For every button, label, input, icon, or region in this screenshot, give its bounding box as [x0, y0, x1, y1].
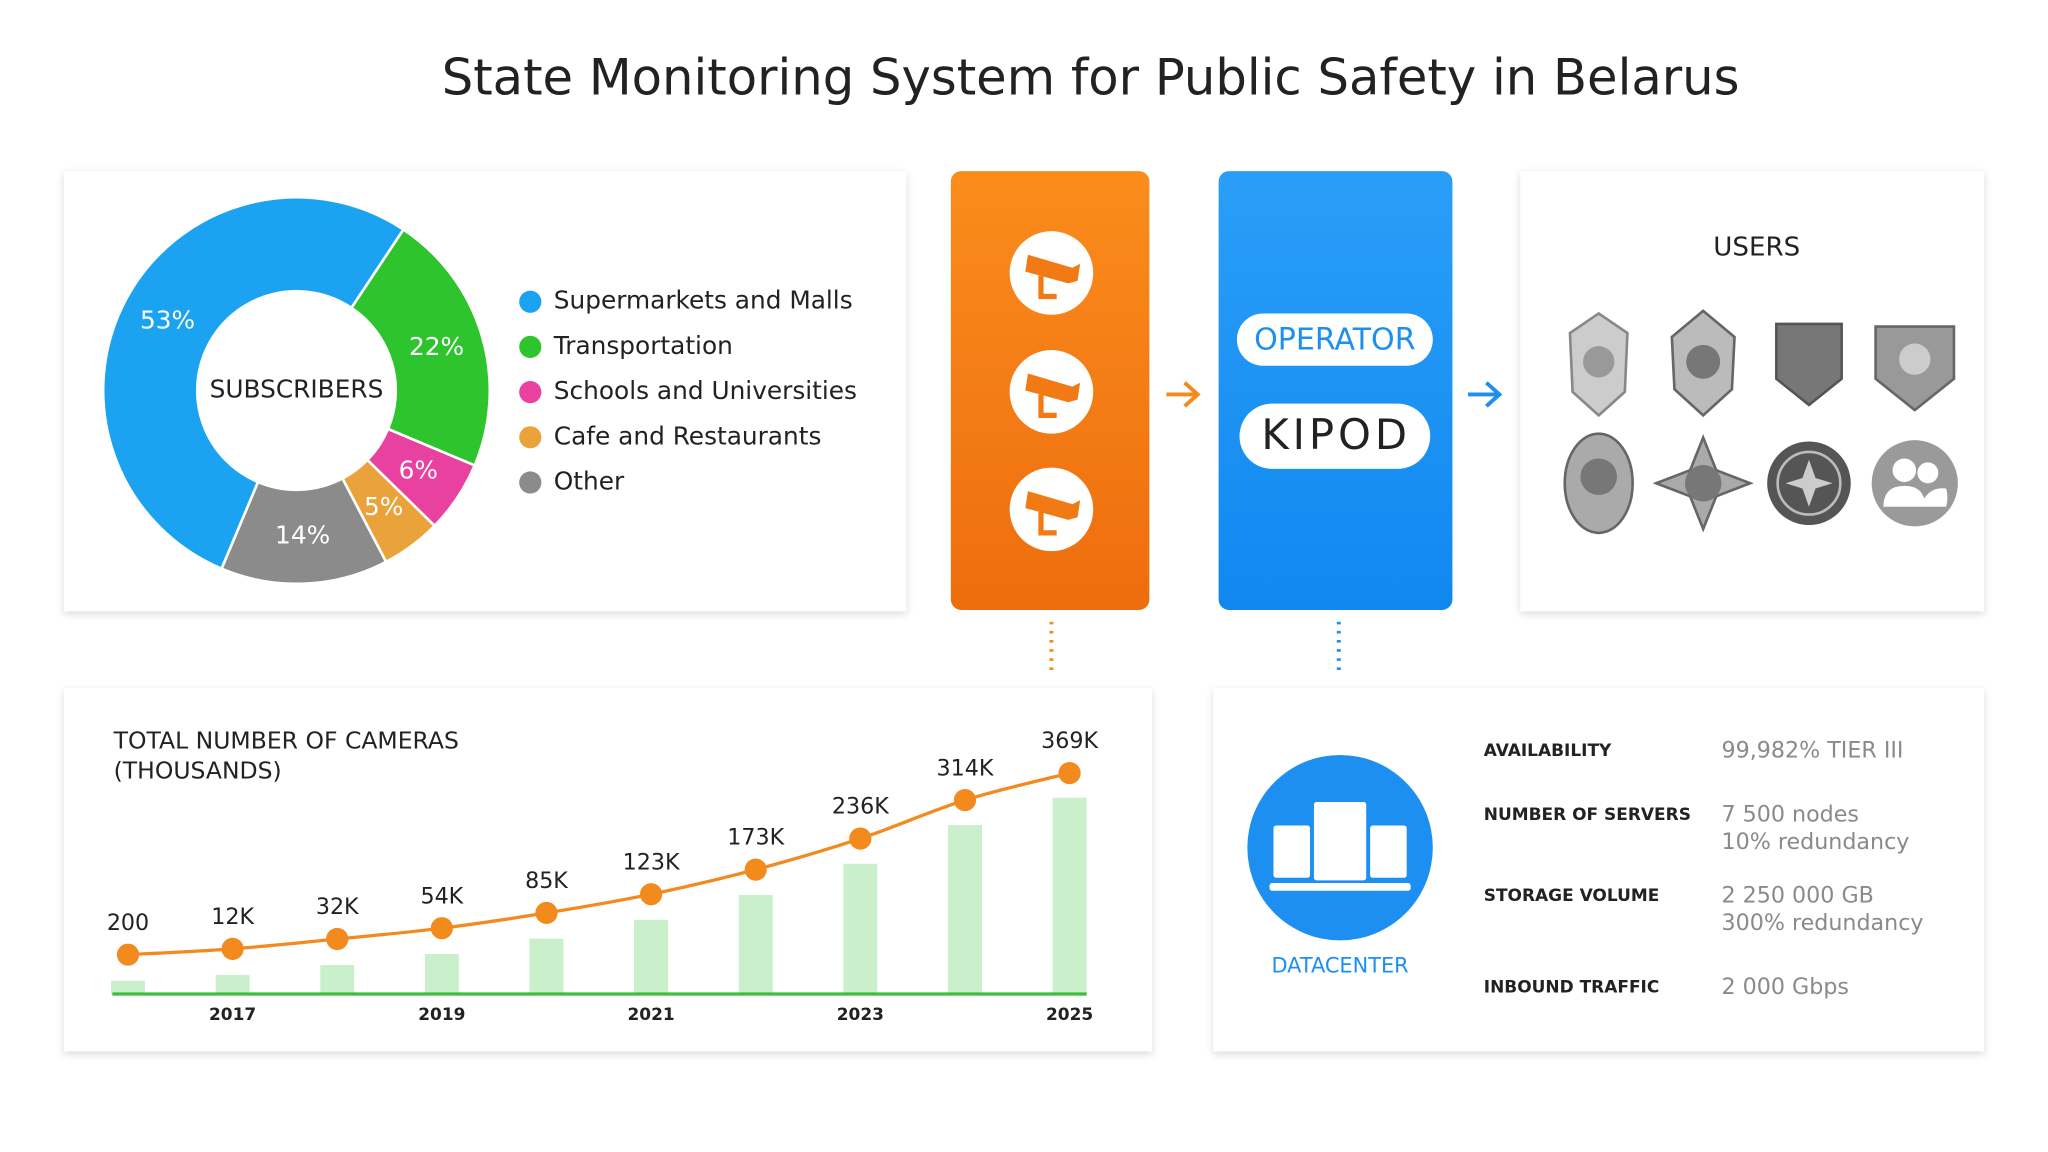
spec-label: STORAGE VOLUME [1484, 886, 1660, 906]
point [953, 789, 977, 812]
bar [529, 938, 564, 994]
point [535, 901, 558, 925]
data-label: 32K [316, 894, 360, 920]
legend-label: Other [554, 466, 625, 495]
point [744, 858, 767, 881]
point [326, 927, 349, 951]
bar [947, 825, 982, 994]
spec-value: 99,982% TIER III [1721, 738, 1903, 764]
donut-segment [349, 227, 492, 468]
logo-pill [1239, 403, 1431, 469]
data-label: 123K [623, 849, 681, 875]
bar [111, 980, 145, 994]
bar [843, 863, 878, 994]
data-label: 200 [107, 910, 149, 936]
spec-label: AVAILABILITY [1484, 741, 1612, 761]
page-title: State Monitoring System for Public Safet… [442, 48, 1740, 106]
operator-panel [1218, 171, 1453, 610]
data-label: 236K [832, 794, 890, 820]
legend-label: Transportation [553, 331, 733, 360]
bar [320, 965, 355, 994]
legend-label: Schools and Universities [554, 376, 857, 405]
spec-label: NUMBER OF SERVERS [1484, 805, 1691, 825]
spec-label: INBOUND TRAFFIC [1484, 977, 1660, 997]
data-label: 85K [525, 868, 569, 894]
legend-swatch [519, 335, 542, 359]
point [221, 937, 244, 960]
data-label: 369K [1041, 728, 1099, 754]
bar [215, 974, 250, 994]
bar [1052, 797, 1087, 994]
bar [424, 954, 459, 994]
data-label: 14% [275, 521, 330, 550]
donut-segment [219, 476, 388, 586]
data-label: 22% [409, 332, 464, 361]
camera-icon [1010, 231, 1094, 315]
x-tick-label: 2025 [1046, 1005, 1093, 1025]
legend-swatch [519, 471, 542, 494]
chart-title: (THOUSANDS) [114, 756, 282, 784]
data-label: 53% [140, 305, 195, 334]
center-label: SUBSCRIBERS [210, 375, 384, 404]
legend-swatch [519, 380, 542, 404]
x-tick-label: 2021 [627, 1005, 674, 1025]
spec-value: 2 250 000 GB [1721, 883, 1873, 909]
data-label: 6% [399, 455, 438, 484]
donut-segment [101, 195, 406, 571]
point [116, 943, 140, 966]
data-label: 5% [364, 492, 403, 521]
server-icon [1269, 801, 1411, 891]
data-label: 314K [937, 755, 995, 781]
point [430, 917, 453, 940]
arrow [1166, 381, 1201, 408]
legend-swatch [519, 290, 542, 313]
point [1058, 761, 1081, 785]
spec-value: 300% redundancy [1721, 910, 1923, 936]
bar [634, 919, 669, 994]
arrow [1468, 381, 1503, 408]
spec-value: 7 500 nodes [1721, 802, 1859, 828]
datacenter-label: DATACENTER [1271, 954, 1408, 978]
x-tick-label: 2019 [418, 1005, 465, 1025]
bar [738, 895, 773, 994]
data-label: 173K [727, 825, 785, 851]
camera-icon [1010, 350, 1094, 434]
point [849, 827, 872, 850]
badges [1563, 309, 1958, 535]
operator-label: OPERATOR [1254, 322, 1415, 357]
logo: KIPOD [1261, 410, 1411, 459]
spec-value: 2 000 Gbps [1721, 974, 1849, 1000]
spec-value: 10% redundancy [1721, 829, 1909, 855]
point [640, 883, 663, 906]
operator-pill [1236, 313, 1433, 366]
legend-label: Cafe and Restaurants [554, 421, 822, 450]
data-label: 54K [420, 883, 464, 909]
legend-label: Supermarkets and Malls [554, 286, 853, 315]
camera-icon [1010, 468, 1094, 552]
line [127, 771, 1070, 957]
chart-title: TOTAL NUMBER OF CAMERAS [113, 726, 459, 754]
users-title: USERS [1713, 233, 1800, 263]
x-tick-label: 2017 [209, 1005, 256, 1025]
data-label: 12K [211, 904, 255, 930]
legend-swatch [519, 426, 542, 449]
x-tick-label: 2023 [837, 1005, 884, 1025]
